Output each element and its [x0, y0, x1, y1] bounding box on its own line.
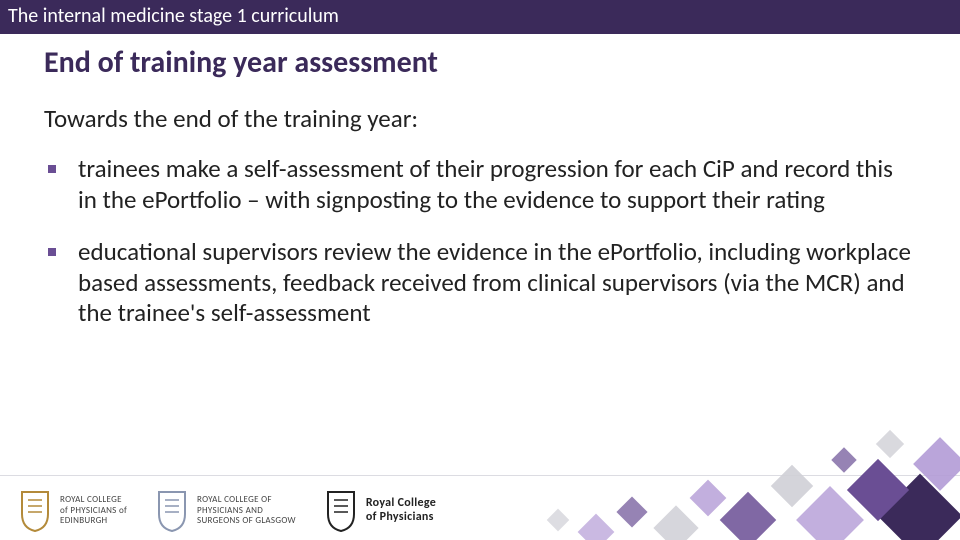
- slide: The internal medicine stage 1 curriculum…: [0, 0, 960, 540]
- logo-text: Royal College of Physicians: [366, 497, 436, 525]
- crest-icon: [18, 490, 52, 532]
- title-bar: The internal medicine stage 1 curriculum: [0, 0, 960, 34]
- intro-text: Towards the end of the training year:: [44, 103, 916, 134]
- decorative-squares-icon: [480, 420, 960, 540]
- list-item-text: educational supervisors review the evide…: [78, 236, 911, 328]
- logo-text: ROYAL COLLEGE OF PHYSICIANS AND SURGEONS…: [197, 495, 296, 526]
- logo-strip: ROYAL COLLEGE of PHYSICIANS of EDINBURGH…: [18, 490, 436, 532]
- crest-icon: [155, 490, 189, 532]
- logo-text-line: SURGEONS OF GLASGOW: [197, 516, 296, 526]
- logo-text: ROYAL COLLEGE of PHYSICIANS of EDINBURGH: [60, 495, 127, 526]
- list-item: trainees make a self-assessment of their…: [44, 154, 916, 215]
- bullet-list: trainees make a self-assessment of their…: [44, 154, 916, 329]
- list-item: educational supervisors review the evide…: [44, 237, 916, 329]
- slide-heading: End of training year assessment: [44, 44, 916, 81]
- bullet-square-icon: [48, 248, 56, 256]
- footer-divider: [0, 475, 960, 476]
- bullet-square-icon: [48, 165, 56, 173]
- logo-rcp: Royal College of Physicians: [324, 490, 436, 532]
- title-bar-text: The internal medicine stage 1 curriculum: [8, 4, 339, 28]
- crest-icon: [324, 490, 358, 532]
- list-item-text: trainees make a self-assessment of their…: [78, 153, 893, 215]
- logo-text-line: EDINBURGH: [60, 516, 127, 526]
- logo-text-line: Royal College: [366, 497, 436, 511]
- logo-text-line: of Physicians: [366, 511, 436, 525]
- content-area: End of training year assessment Towards …: [0, 34, 960, 329]
- logo-glasgow: ROYAL COLLEGE OF PHYSICIANS AND SURGEONS…: [155, 490, 296, 532]
- logo-edinburgh: ROYAL COLLEGE of PHYSICIANS of EDINBURGH: [18, 490, 127, 532]
